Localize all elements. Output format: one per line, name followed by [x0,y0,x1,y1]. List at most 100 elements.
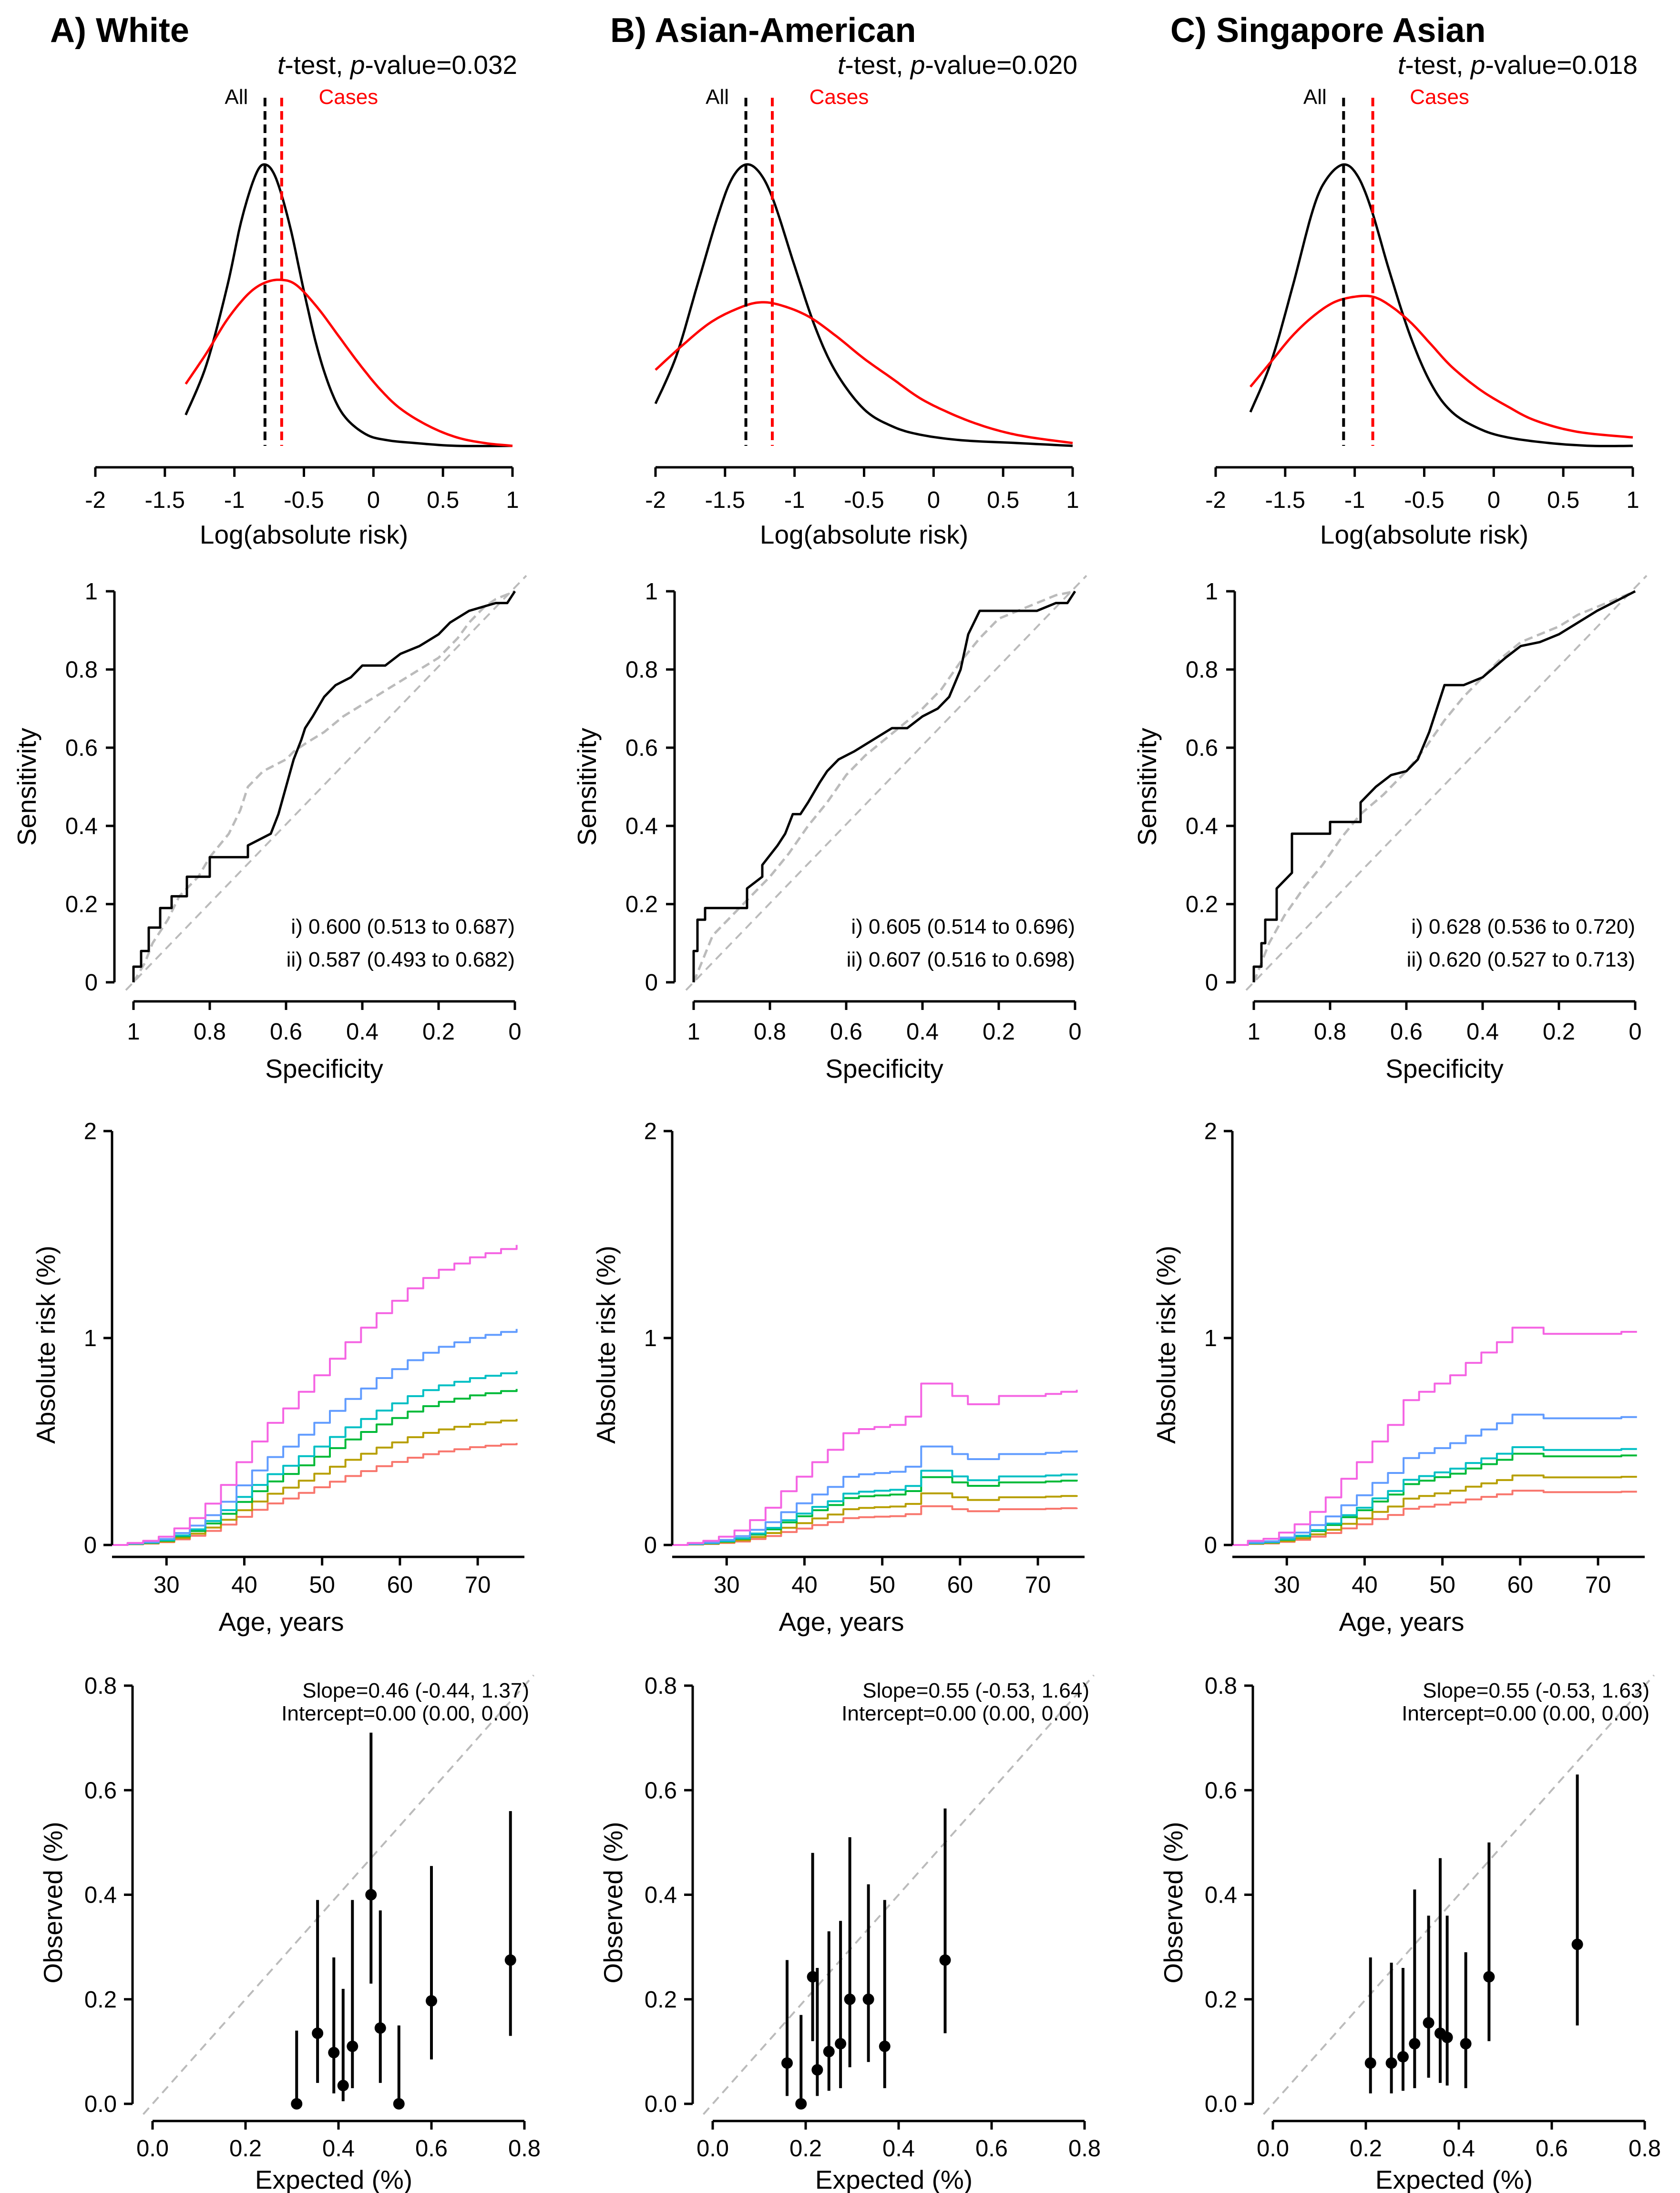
roc-plot: 0 0.2 0.4 0.6 0.8 1 1 0.8 0.6 0.4 0.2 0 Specificity S… [572,575,1087,1083]
roc-y-tick-label: 0.8 [625,657,658,683]
calibration-y-tick-label: 0.0 [84,2091,117,2117]
risk-y-tick-label: 1 [1204,1326,1217,1351]
slope-label: Slope=0.55 (-0.53, 1.64) [862,1679,1089,1702]
density-x-tick-label: 0 [1487,487,1500,513]
intercept-label: Intercept=0.00 (0.00, 0.00) [281,1702,529,1725]
calibration-x-tick-label: 0.4 [882,2136,915,2162]
risk-y-tick-label: 2 [1204,1119,1217,1144]
roc-y-tick-label: 1 [1205,579,1218,605]
density-x-tick-label: -1.5 [145,487,185,513]
roc-x-tick-label: 0.4 [906,1019,939,1045]
panel-title: A) White [50,11,189,50]
risk-y-tick-label: 1 [644,1326,657,1351]
calibration-point [1397,2051,1409,2063]
calibration-y-tick-label: 0.2 [645,1987,677,2013]
risk-line-5 [1232,1413,1637,1546]
density-line-all [184,163,512,447]
auc-ii: ii) 0.587 (0.493 to 0.682) [287,948,515,971]
density-x-tick-label: -1.5 [1265,487,1305,513]
calibration-point [337,2080,349,2091]
density-plot: All Cases -2 -1.5 -1 -0.5 0 0.5 1 Log(absolute ri… [645,85,1079,549]
density-x-tick-label: -2 [645,487,666,513]
roc-x-tick-label: 0 [508,1019,521,1045]
roc-plot: 0 0.2 0.4 0.6 0.8 1 1 0.8 0.6 0.4 0.2 0 Specificity S… [1132,575,1648,1083]
panel-title: C) Singapore Asian [1170,11,1485,50]
all-label: All [1303,85,1327,109]
ttest-mid: -test, [285,50,350,80]
ttest-p: p [1470,50,1485,80]
calibration-point [1571,1938,1583,1950]
risk-x-tick-label: 40 [231,1572,257,1598]
roc-y-tick-label: 0.6 [625,735,658,761]
roc-x-tick-label: 0.6 [830,1019,862,1045]
roc-x-tick-label: 0.6 [1390,1019,1423,1045]
ttest-prefix: t [277,50,286,80]
roc-y-tick-label: 0.2 [65,892,98,917]
ttest-value: -value=0.018 [1485,50,1638,80]
ttest-p: p [349,50,365,80]
roc-y-tick-label: 0.4 [65,813,98,839]
all-label: All [706,85,729,109]
calibration-point [291,2098,303,2110]
roc-y-tick-label: 0.4 [625,813,658,839]
auc-i: i) 0.605 (0.514 to 0.696) [851,915,1075,938]
risk-x-tick-label: 70 [465,1572,491,1598]
risk-line-3 [112,1389,518,1546]
risk-x-tick-label: 40 [791,1572,818,1598]
calibration-plot: 0.0 0.0 0.2 0.2 0.4 0.4 0.6 0.6 0.8 0.8 Expected (… [598,1673,1101,2193]
roc-x-tick-label: 0 [1629,1019,1641,1045]
slope-label: Slope=0.55 (-0.53, 1.63) [1423,1679,1649,1702]
calibration-plot: 0.0 0.0 0.2 0.2 0.4 0.4 0.6 0.6 0.8 0.8 Expected (… [1158,1673,1661,2193]
roc-curve-ii [1252,590,1636,983]
density-x-tick-label: 0 [367,487,380,513]
risk-y-label: Absolute risk (%) [31,1246,61,1444]
calibration-point [374,2022,386,2034]
risk-x-label: Age, years [219,1607,344,1637]
calibration-y-tick-label: 0.0 [645,2091,677,2117]
risk-x-tick-label: 50 [869,1572,895,1598]
ttest-prefix: t [1398,50,1406,80]
calibration-x-tick-label: 0.6 [1536,2136,1568,2162]
calibration-diagonal [143,1674,534,2115]
roc-plot: 0 0.2 0.4 0.6 0.8 1 1 0.8 0.6 0.4 0.2 0 Specificity S… [12,575,527,1083]
calibration-x-tick-label: 0.0 [697,2136,729,2162]
calibration-point [504,1954,516,1966]
calibration-x-tick-label: 0.8 [1068,2136,1101,2162]
calibration-point [312,2028,324,2039]
calibration-y-tick-label: 0.8 [645,1673,677,1699]
slope-label: Slope=0.46 (-0.44, 1.37) [302,1679,529,1702]
calibration-y-tick-label: 0.4 [1205,1883,1237,1908]
auc-ii: ii) 0.607 (0.516 to 0.698) [847,948,1075,971]
risk-y-tick-label: 0 [1204,1533,1217,1558]
roc-x-tick-label: 1 [687,1019,700,1045]
calibration-point [1423,2017,1434,2029]
risk-y-tick-label: 1 [84,1326,97,1351]
calibration-point [807,1971,819,1983]
calibration-point [844,1993,856,2005]
roc-x-label: Specificity [1385,1054,1504,1083]
density-x-tick-label: 0.5 [1547,487,1579,513]
risk-line-2 [1232,1474,1637,1546]
cases-label: Cases [809,85,869,109]
roc-y-tick-label: 0.2 [1186,892,1218,917]
roc-y-tick-label: 1 [85,579,98,605]
roc-diagonal [685,575,1087,991]
calibration-x-label: Expected (%) [1375,2165,1533,2193]
risk-y-tick-label: 0 [84,1533,97,1558]
cases-label: Cases [1410,85,1469,109]
auc-i: i) 0.628 (0.536 to 0.720) [1411,915,1635,938]
calibration-y-tick-label: 0.6 [645,1778,677,1803]
density-line-cases [1249,295,1633,439]
risk-line-5 [112,1328,518,1546]
calibration-diagonal [1263,1674,1655,2115]
calibration-x-label: Expected (%) [255,2165,412,2193]
density-plot: All Cases -2 -1.5 -1 -0.5 0 0.5 1 Log(absolute ri… [85,85,519,549]
risk-line-3 [1232,1452,1637,1546]
roc-curve-ii [692,590,1076,983]
density-x-tick-label: -2 [85,487,106,513]
roc-y-tick-label: 0 [645,970,658,996]
ttest-mid: -test, [845,50,911,80]
calibration-point [393,2098,405,2110]
roc-y-label: Sensitivity [572,728,602,846]
ttest-p: p [910,50,925,80]
